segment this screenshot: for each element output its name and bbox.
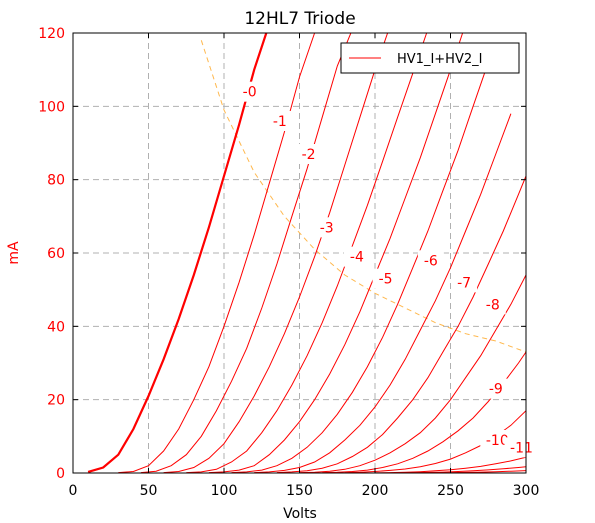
- curve-label-background: [343, 246, 370, 267]
- plate-curve: [118, 33, 316, 473]
- x-tick-label: 300: [513, 483, 540, 499]
- y-tick-label: 80: [47, 173, 65, 189]
- plate-curve: [231, 62, 489, 473]
- x-tick-label: 0: [69, 483, 78, 499]
- curve-label: -2: [302, 147, 316, 163]
- curve-label: -0: [243, 85, 257, 101]
- curve-label: -4: [350, 250, 364, 266]
- curve-label: -6: [424, 253, 438, 269]
- curve-label-background: [451, 272, 478, 293]
- x-tick-label: 250: [437, 483, 464, 499]
- curve-labels: -0 -1 -2 -3 -4 -5 -6 -7 -8 -9 -10 -11: [236, 81, 539, 458]
- curve-label: -10: [486, 433, 509, 449]
- curve-label: -5: [379, 272, 393, 288]
- curve-label-background: [482, 378, 509, 399]
- plate-curve: [163, 33, 389, 473]
- plate-curve: [140, 33, 352, 473]
- curve-label-background: [295, 144, 322, 164]
- curve-label: -8: [486, 297, 500, 313]
- curve-label-background: [372, 268, 399, 289]
- y-tick-label: 0: [56, 466, 65, 482]
- curve-label-background: [417, 250, 444, 271]
- y-tick-label: 100: [38, 99, 65, 115]
- plate-curve: [87, 33, 268, 473]
- curve-label: -7: [457, 275, 471, 291]
- x-tick-label: 50: [140, 483, 158, 499]
- curve-label: -1: [273, 114, 287, 130]
- curve-label-background: [313, 217, 340, 238]
- curve-label-background: [236, 81, 263, 102]
- y-tick-label: 20: [47, 393, 65, 409]
- grid: [73, 33, 526, 473]
- y-tick-label: 40: [47, 319, 65, 335]
- plate-curve: [186, 33, 428, 473]
- curve-label: -3: [320, 220, 334, 236]
- x-tick-label: 100: [211, 483, 238, 499]
- y-tick-label: 120: [38, 26, 65, 42]
- axis-ticks: 0 50 100 150 200 250 300 0 20 40 60 80 100 120: [38, 26, 539, 499]
- curve-label-background: [479, 294, 506, 315]
- plate-curve: [276, 175, 526, 473]
- plate-curve: [208, 33, 464, 473]
- legend-entry-label: HV1_I+HV2_I: [397, 52, 482, 67]
- plot-area: -0-1-2-3-4-5-6-7-8-9-10 -11 0 50 100 150 200 2…: [38, 26, 539, 499]
- y-tick-label: 60: [47, 246, 65, 262]
- x-tick-label: 150: [286, 483, 313, 499]
- chart-title: 12HL7 Triode: [244, 9, 355, 29]
- x-axis-label: Volts: [283, 506, 317, 522]
- legend: HV1_I+HV2_I: [340, 42, 520, 74]
- curve-label-background: [266, 111, 293, 131]
- curve-label-background: [504, 437, 539, 458]
- curve-label: -11: [510, 440, 533, 456]
- load-line: [200, 40, 526, 353]
- curve-label: -9: [489, 382, 503, 398]
- plate-curve: [254, 113, 512, 473]
- plate-curve: [299, 274, 526, 473]
- y-axis-label: mA: [6, 241, 22, 265]
- x-tick-label: 200: [362, 483, 389, 499]
